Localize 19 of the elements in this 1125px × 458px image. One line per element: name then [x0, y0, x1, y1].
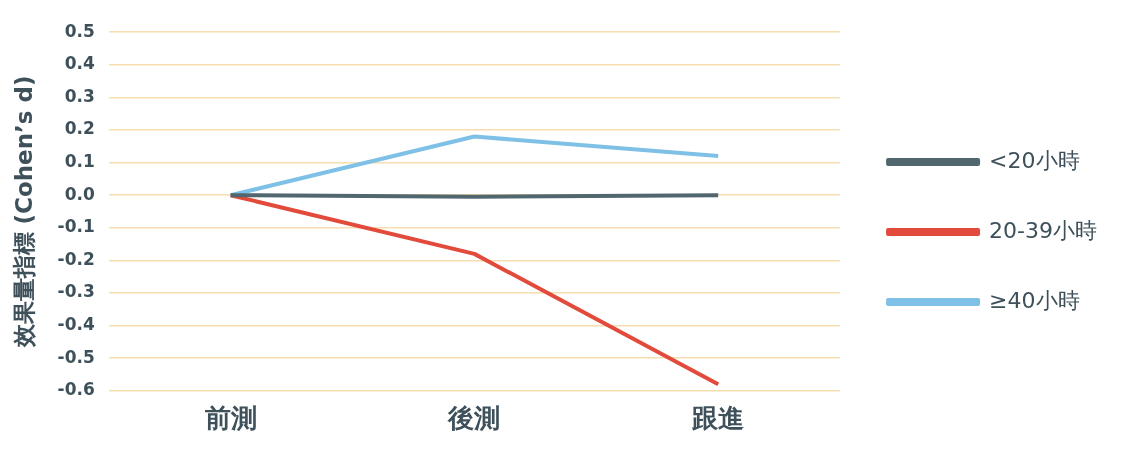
y-tick-label: 0.3	[64, 85, 95, 106]
y-axis-title: 效果量指標 (Cohen’s d)	[10, 75, 37, 349]
y-tick-label: -0.5	[57, 346, 95, 367]
y-tick-label: 0.5	[64, 20, 95, 41]
y-tick-label: -0.4	[57, 314, 95, 335]
legend-label: <20小時	[989, 147, 1080, 173]
y-tick-label: -0.6	[57, 379, 95, 400]
y-tick-label: 0.1	[64, 151, 95, 172]
legend-label: ≥40小時	[989, 287, 1080, 313]
y-tick-label: 0.2	[64, 118, 95, 139]
y-tick-label: 0.0	[64, 183, 95, 204]
x-tick-label: 後測	[447, 403, 501, 434]
legend-label: 20-39小時	[989, 217, 1098, 243]
y-tick-label: -0.3	[57, 281, 95, 302]
x-tick-label: 前測	[203, 403, 257, 434]
y-tick-label: -0.1	[57, 216, 95, 237]
y-tick-label: -0.2	[57, 248, 95, 269]
x-tick-label: 跟進	[691, 403, 745, 434]
y-tick-label: 0.4	[64, 53, 95, 74]
